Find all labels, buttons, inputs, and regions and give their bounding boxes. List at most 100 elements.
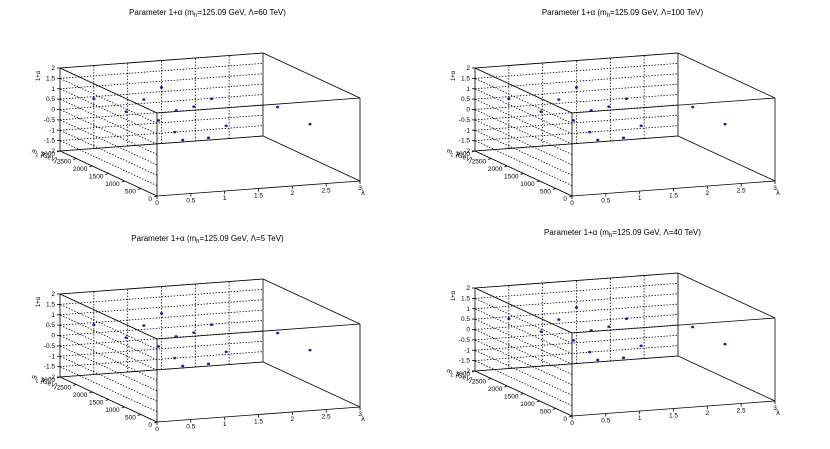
y-tick	[568, 195, 573, 198]
y-tick	[552, 408, 556, 410]
x-tick-label: 0	[155, 200, 159, 207]
z-tick-label: -0.5	[44, 117, 56, 124]
y-tick	[137, 188, 141, 190]
data-point	[142, 324, 146, 327]
box-edge	[59, 293, 158, 340]
y-tick-label: 1000	[105, 181, 120, 188]
x-tick-label: 2	[706, 190, 710, 197]
y-tick-label: 1000	[520, 181, 535, 188]
title-prefix: Parameter 1+α (m	[541, 8, 607, 17]
x-tick-label: 3	[773, 405, 777, 412]
z-tick-label: 0	[51, 107, 55, 114]
title-suffix: =125.09 GeV, Λ=100 TeV)	[610, 8, 704, 17]
x-tick-label: 0	[570, 200, 574, 207]
data-point	[557, 98, 561, 101]
data-point	[507, 317, 511, 320]
y-tick	[471, 150, 476, 153]
data-point	[571, 119, 576, 122]
title-subscript: h	[193, 13, 198, 19]
box-edge	[262, 52, 361, 99]
z-tick-label: 0	[51, 333, 55, 340]
chart-title: Parameter 1+α (mh=125.09 GeV, Λ=40 TeV)	[415, 228, 830, 239]
z-tick-label: -1	[49, 353, 55, 360]
x-tick-label: 0.5	[601, 418, 610, 425]
x-axis-title: λ	[361, 190, 365, 197]
data-point	[276, 331, 280, 335]
chart-svg: -2 -1.5 -1 -0.5 0 0.5 1 1.5 2 1+α 0 0.5 1 1.5 2 2.5 3λ 0 5…	[446, 52, 780, 207]
y-tick-label: 1500	[504, 394, 519, 401]
z-tick-label: -0.5	[459, 337, 471, 344]
data-point	[621, 356, 626, 360]
x-tick-label: 2.5	[322, 188, 331, 195]
y-tick-label: 2000	[488, 386, 503, 393]
z-axis-title: 1+α	[451, 290, 457, 301]
z-axis-title: 1+α	[36, 70, 42, 81]
chart-panel-lambda-60: Parameter 1+α (mh=125.09 GeV, Λ=60 TeV) …	[0, 0, 415, 223]
z-tick-label: 1	[466, 306, 470, 313]
box-edge	[59, 52, 264, 69]
title-subscript: h	[196, 239, 200, 245]
data-point	[92, 323, 96, 326]
box-edge	[474, 272, 679, 289]
x-tick-label: 0.5	[601, 198, 610, 205]
y-tick	[488, 378, 492, 380]
title-subscript: h	[606, 13, 611, 19]
y-tick	[536, 400, 540, 403]
data-point	[607, 325, 611, 328]
data-point	[539, 330, 543, 333]
y-tick	[520, 393, 524, 395]
data-point	[276, 105, 280, 109]
y-tick	[56, 376, 61, 379]
z-tick-label: -2	[49, 374, 55, 381]
y-tick	[56, 150, 61, 153]
data-point	[224, 350, 228, 354]
z-tick-label: 1	[466, 86, 470, 93]
z-tick-label: 1	[51, 86, 55, 93]
title-suffix: =125.09 GeV, Λ=5 TeV)	[199, 234, 284, 243]
z-tick-label: 2	[466, 65, 470, 72]
x-tick-label: 2	[291, 416, 295, 423]
z-tick-label: -2	[464, 148, 470, 155]
z-tick-label: -1	[464, 347, 470, 354]
data-point	[181, 364, 185, 368]
z-tick-label: 0	[466, 107, 470, 114]
y-tick-label: 3000	[41, 377, 56, 384]
y-tick-label: 2000	[73, 166, 88, 173]
y-tick-label: 3000	[456, 371, 471, 378]
y-tick-label: 2000	[488, 166, 503, 173]
data-point	[124, 336, 128, 339]
y-tick-label: 3000	[456, 151, 471, 158]
chart-panel-lambda-100: Parameter 1+α (mh=125.09 GeV, Λ=100 TeV)…	[415, 0, 830, 223]
y-tick	[568, 415, 573, 418]
title-suffix: =125.09 GeV, Λ=60 TeV)	[197, 8, 286, 17]
z-gridline	[59, 340, 264, 357]
y-tick-label: 0	[563, 196, 567, 203]
z-gridline	[474, 73, 679, 90]
data-point	[192, 105, 196, 108]
data-point	[156, 345, 161, 348]
data-point	[589, 109, 593, 112]
title-prefix: Parameter 1+α (m	[131, 234, 197, 243]
data-point	[574, 86, 579, 89]
y-tick-label: 2500	[472, 379, 487, 386]
box-edge	[156, 97, 361, 114]
box-edge	[262, 135, 361, 182]
z-tick-label: 1.5	[461, 75, 470, 82]
y-tick-label: 1000	[105, 407, 120, 414]
box-edge	[677, 272, 776, 319]
x-tick-label: 1	[638, 415, 642, 422]
x-tick-label: 3	[358, 185, 362, 192]
z-gridline	[59, 114, 264, 131]
y-tick	[121, 406, 125, 409]
z-tick-label: 0.5	[46, 96, 55, 103]
data-point	[159, 86, 164, 89]
data-point	[607, 105, 611, 108]
box-edge	[677, 52, 776, 99]
z-tick-label: 0.5	[46, 322, 55, 329]
z-gridline	[474, 114, 679, 131]
box-edge	[59, 67, 158, 114]
y-tick	[552, 188, 556, 190]
x-tick-label: 2.5	[737, 188, 746, 195]
title-subscript: h	[608, 233, 613, 239]
y-tick-label: 2500	[472, 159, 487, 166]
